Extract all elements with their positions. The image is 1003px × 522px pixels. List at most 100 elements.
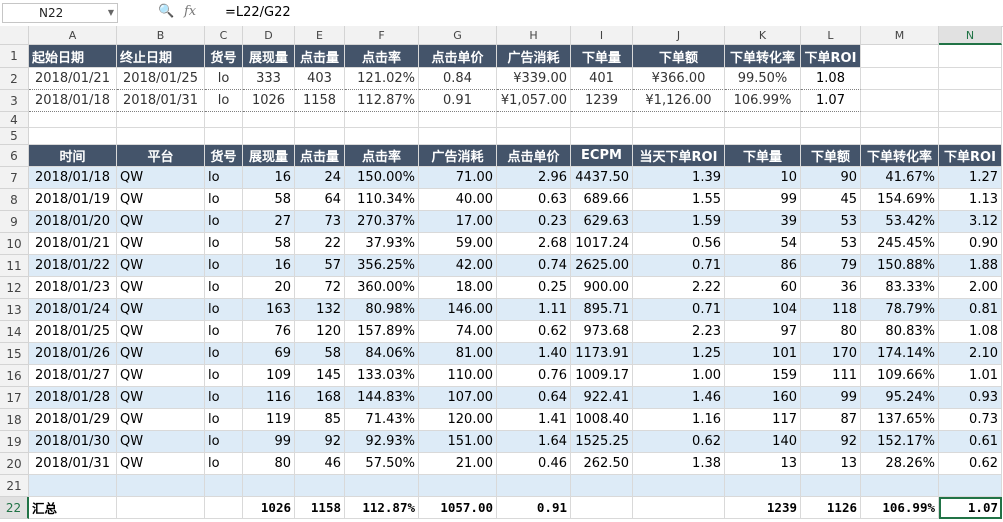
data-cell[interactable]: 92.93% xyxy=(345,431,419,453)
data-cell[interactable]: 72 xyxy=(295,277,345,299)
data-cell[interactable]: QW xyxy=(117,255,205,277)
data-cell[interactable]: 2.22 xyxy=(633,277,725,299)
total-cell[interactable]: 汇总 xyxy=(29,497,117,519)
data-cell[interactable]: 152.17% xyxy=(861,431,939,453)
data-cell[interactable]: QW xyxy=(117,211,205,233)
data-cell[interactable]: 160 xyxy=(725,387,801,409)
row-header-9[interactable]: 9 xyxy=(0,211,29,233)
data-cell[interactable]: 109 xyxy=(243,365,295,387)
summary-header-cell[interactable]: 点击率 xyxy=(345,45,419,68)
column-header-l[interactable]: L xyxy=(801,26,861,45)
empty-cell[interactable] xyxy=(29,128,117,145)
row-header-6[interactable]: 6 xyxy=(0,145,29,167)
row-header-1[interactable]: 1 xyxy=(0,45,29,68)
data-cell[interactable]: 2625.00 xyxy=(571,255,633,277)
data-cell[interactable]: 145 xyxy=(295,365,345,387)
data-cell[interactable]: 13 xyxy=(725,453,801,475)
empty-cell[interactable] xyxy=(345,128,419,145)
summary-cell[interactable]: 99.50% xyxy=(725,68,801,90)
data-cell[interactable]: 37.93% xyxy=(345,233,419,255)
summary-cell[interactable]: 333 xyxy=(243,68,295,90)
empty-cell[interactable] xyxy=(205,128,243,145)
data-cell[interactable]: 21.00 xyxy=(419,453,497,475)
data-cell[interactable]: 92 xyxy=(801,431,861,453)
data-cell[interactable]: 10 xyxy=(725,167,801,189)
data-cell[interactable]: 0.81 xyxy=(939,299,1002,321)
data-cell[interactable]: 16 xyxy=(243,255,295,277)
data-cell[interactable]: 137.65% xyxy=(861,409,939,431)
column-header-f[interactable]: F xyxy=(345,26,419,45)
data-cell[interactable]: QW xyxy=(117,365,205,387)
data-cell[interactable]: 1017.24 xyxy=(571,233,633,255)
fx-icon[interactable]: fx xyxy=(184,4,197,19)
row-header-7[interactable]: 7 xyxy=(0,167,29,189)
column-header-k[interactable]: K xyxy=(725,26,801,45)
empty-cell[interactable] xyxy=(861,90,939,112)
data-cell[interactable]: 168 xyxy=(295,387,345,409)
data-cell[interactable]: 140 xyxy=(725,431,801,453)
summary-cell[interactable]: 112.87% xyxy=(345,90,419,112)
data-cell[interactable]: 57.50% xyxy=(345,453,419,475)
empty-cell[interactable] xyxy=(295,128,345,145)
empty-cell[interactable] xyxy=(571,112,633,128)
empty-cell[interactable] xyxy=(295,112,345,128)
data-cell[interactable]: 2018/01/23 xyxy=(29,277,117,299)
row-header-11[interactable]: 11 xyxy=(0,255,29,277)
data-cell[interactable]: 80 xyxy=(243,453,295,475)
empty-cell[interactable] xyxy=(571,128,633,145)
data-cell[interactable]: 81.00 xyxy=(419,343,497,365)
data-cell[interactable]: 87 xyxy=(801,409,861,431)
empty-cell[interactable] xyxy=(117,112,205,128)
summary-cell[interactable]: 2018/01/25 xyxy=(117,68,205,90)
data-cell[interactable]: 74.00 xyxy=(419,321,497,343)
column-header-a[interactable]: A xyxy=(29,26,117,45)
data-cell[interactable]: QW xyxy=(117,387,205,409)
data-cell[interactable]: 262.50 xyxy=(571,453,633,475)
total-cell[interactable] xyxy=(205,497,243,519)
data-cell[interactable]: 3.12 xyxy=(939,211,1002,233)
data-cell[interactable]: 0.64 xyxy=(497,387,571,409)
data-cell[interactable]: 111 xyxy=(801,365,861,387)
column-header-c[interactable]: C xyxy=(205,26,243,45)
formula-input[interactable]: =L22/G22 xyxy=(225,5,291,20)
empty-cell[interactable] xyxy=(345,475,419,497)
empty-cell[interactable] xyxy=(861,45,939,68)
summary-cell[interactable]: ¥1,126.00 xyxy=(633,90,725,112)
empty-cell[interactable] xyxy=(295,475,345,497)
data-cell[interactable]: 0.23 xyxy=(497,211,571,233)
data-cell[interactable]: 116 xyxy=(243,387,295,409)
empty-cell[interactable] xyxy=(939,45,1002,68)
data-cell[interactable]: 0.73 xyxy=(939,409,1002,431)
data-cell[interactable]: 27 xyxy=(243,211,295,233)
data-cell[interactable]: 110.34% xyxy=(345,189,419,211)
data-cell[interactable]: lo xyxy=(205,365,243,387)
data-cell[interactable]: 17.00 xyxy=(419,211,497,233)
data-cell[interactable]: 16 xyxy=(243,167,295,189)
empty-cell[interactable] xyxy=(633,128,725,145)
data-cell[interactable]: 110.00 xyxy=(419,365,497,387)
data-cell[interactable]: QW xyxy=(117,233,205,255)
data-cell[interactable]: 1.11 xyxy=(497,299,571,321)
summary-cell[interactable]: 1026 xyxy=(243,90,295,112)
data-cell[interactable]: 101 xyxy=(725,343,801,365)
data-cell[interactable]: 2.68 xyxy=(497,233,571,255)
row-header-19[interactable]: 19 xyxy=(0,431,29,453)
data-cell[interactable]: 2018/01/27 xyxy=(29,365,117,387)
data-cell[interactable]: 80 xyxy=(801,321,861,343)
data-cell[interactable]: QW xyxy=(117,321,205,343)
empty-cell[interactable] xyxy=(725,128,801,145)
data-cell[interactable]: 0.62 xyxy=(939,453,1002,475)
data-cell[interactable]: 2018/01/19 xyxy=(29,189,117,211)
row-header-15[interactable]: 15 xyxy=(0,343,29,365)
summary-header-cell[interactable]: 广告消耗 xyxy=(497,45,571,68)
summary-header-cell[interactable]: 展现量 xyxy=(243,45,295,68)
data-cell[interactable]: 2.10 xyxy=(939,343,1002,365)
data-cell[interactable]: 54 xyxy=(725,233,801,255)
data-cell[interactable]: 0.25 xyxy=(497,277,571,299)
summary-cell[interactable]: 403 xyxy=(295,68,345,90)
data-cell[interactable]: 922.41 xyxy=(571,387,633,409)
total-cell[interactable]: 1026 xyxy=(243,497,295,519)
selected-cell[interactable]: 1.07 xyxy=(939,497,1002,519)
summary-cell[interactable]: lo xyxy=(205,68,243,90)
data-cell[interactable]: 69 xyxy=(243,343,295,365)
